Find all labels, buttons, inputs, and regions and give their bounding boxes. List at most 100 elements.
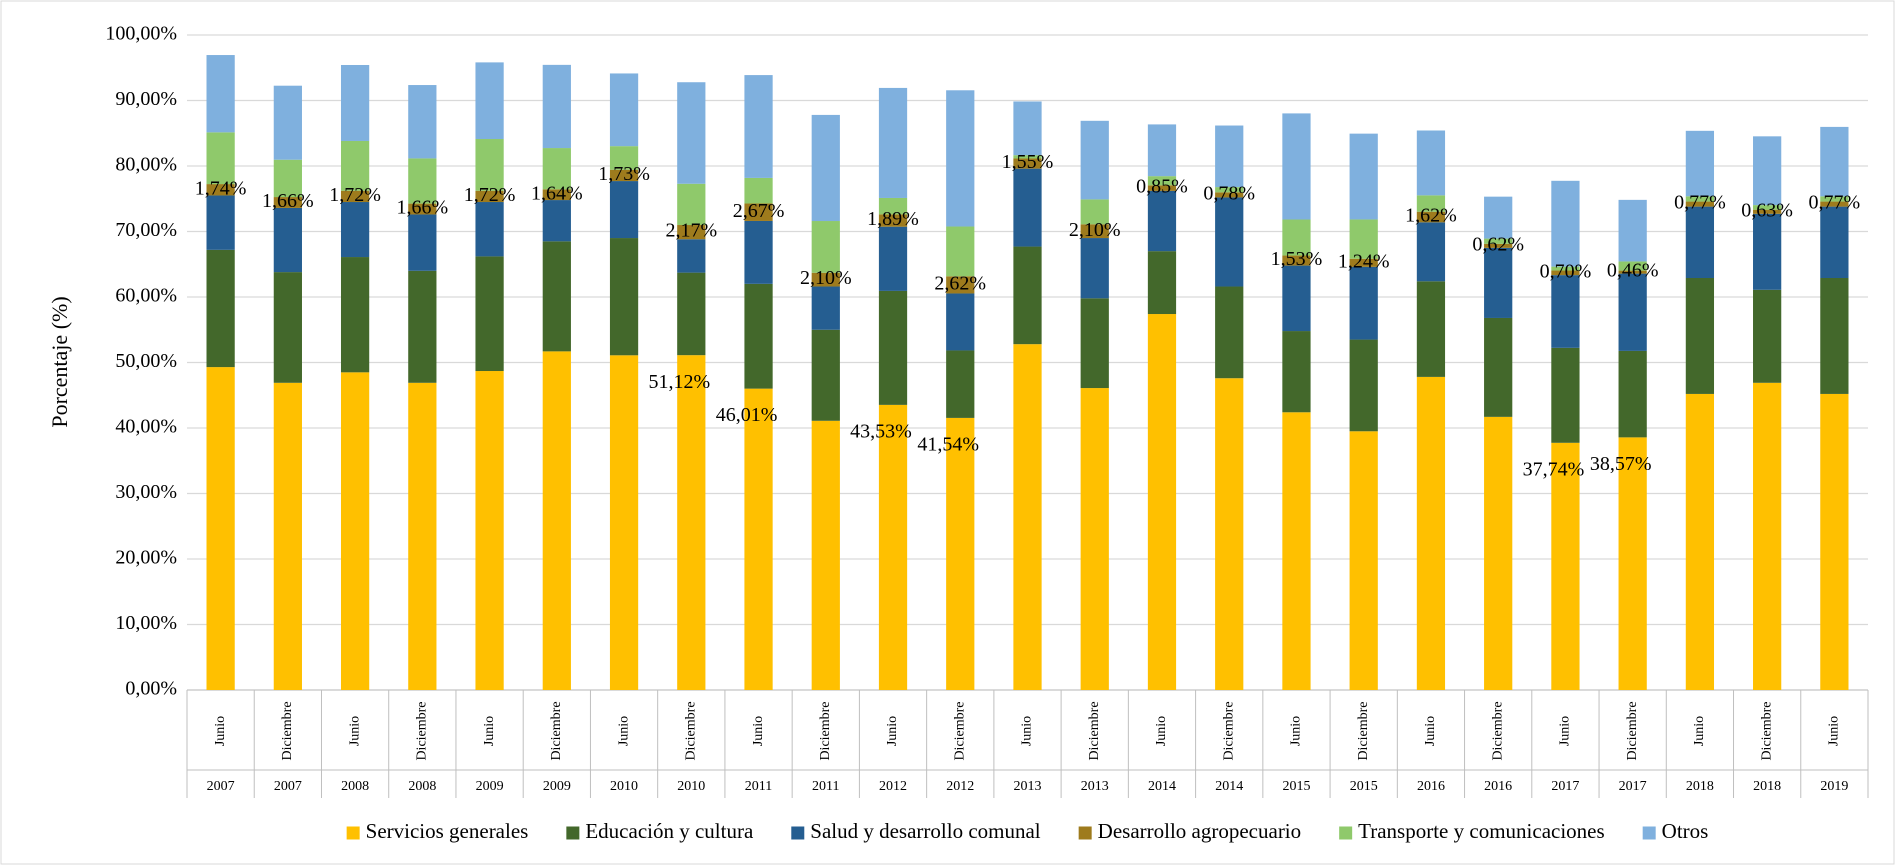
bar-segment [408, 158, 437, 204]
bar-segment [1147, 185, 1177, 191]
bar-segment [1484, 238, 1513, 244]
data-label: 1,66% [397, 197, 449, 219]
bar-segment [1753, 213, 1782, 290]
legend-label: Desarrollo agropecuario [1098, 819, 1302, 843]
data-label: 2,10% [1069, 219, 1121, 241]
bar-segment [206, 184, 235, 196]
bar-segment [340, 202, 370, 258]
bar-segment [878, 87, 908, 198]
bar-segment [677, 239, 706, 273]
x-tick-label: Junio [347, 716, 362, 746]
bar-segment [744, 388, 773, 690]
bar-segment [1416, 376, 1446, 690]
bar-segment [408, 270, 437, 383]
y-tick-label: 90,00% [115, 88, 177, 110]
bar-segment [475, 139, 504, 191]
data-label: 41,54% [917, 434, 979, 456]
bar-segment [946, 90, 975, 227]
bar-segment [1013, 344, 1042, 690]
y-tick-label: 70,00% [115, 219, 177, 241]
x-tick-label: Junio [885, 716, 900, 746]
x-group-label: 2016 [1417, 779, 1445, 794]
x-tick-label: Junio [751, 716, 766, 746]
bar-segment [1349, 219, 1378, 259]
bar-segment [1820, 393, 1849, 690]
bar-segment [1685, 393, 1715, 690]
bar-segment [273, 382, 302, 690]
bar-segment [475, 190, 504, 203]
bar-segment [542, 189, 571, 201]
x-tick-label: Junio [1423, 716, 1438, 746]
bar-segment [946, 276, 975, 294]
y-tick-label: 40,00% [115, 416, 177, 438]
bar-segment [273, 272, 302, 383]
bar-segment [677, 225, 706, 240]
bar-segment [811, 221, 840, 273]
bar-segment [677, 272, 706, 356]
bar-segment [609, 181, 639, 239]
x-group-label: 2013 [1081, 779, 1109, 794]
data-label: 0,62% [1472, 233, 1524, 255]
data-label: 1,64% [531, 182, 583, 204]
data-label: 51,12% [648, 371, 710, 393]
bar-segment [946, 417, 975, 690]
bar-segment [1416, 281, 1446, 377]
bar-segment [206, 367, 235, 690]
data-label: 1,55% [1002, 151, 1054, 173]
bar-segment [1013, 168, 1042, 247]
bar-segment [475, 371, 504, 690]
y-tick-label: 0,00% [125, 678, 177, 700]
bar-segment [1820, 196, 1849, 202]
bar-segment [1618, 350, 1647, 438]
bar-segment [1416, 195, 1446, 212]
bar-segment [1349, 431, 1378, 690]
data-label: 1,62% [1405, 205, 1457, 227]
bar-segment [609, 73, 639, 147]
x-tick-label: Junio [482, 716, 497, 746]
bar-segment [408, 85, 437, 159]
bar-segment [1215, 187, 1244, 193]
bar-segment [1685, 130, 1715, 197]
legend-swatch [1078, 826, 1092, 840]
bar-segment [878, 290, 908, 405]
bar-segment [1618, 199, 1647, 262]
bar-segment [1349, 258, 1378, 267]
y-tick-label: 60,00% [115, 285, 177, 307]
x-group-label: 2009 [476, 779, 504, 794]
bar-segment [1685, 196, 1715, 202]
data-label: 46,01% [716, 404, 778, 426]
y-tick-label: 10,00% [115, 612, 177, 634]
bar-segment [1820, 201, 1849, 207]
x-group-label: 2012 [879, 779, 907, 794]
bar-segment [811, 286, 840, 330]
x-group-label: 2017 [1619, 779, 1647, 794]
bar-segment [1820, 206, 1849, 279]
bar-segment [609, 238, 639, 356]
bar-segment [1618, 437, 1647, 690]
x-tick-label: Diciembre [280, 701, 295, 760]
x-tick-label: Junio [1827, 716, 1842, 746]
legend-label: Transporte y comunicaciones [1358, 819, 1605, 843]
bar-segment [878, 404, 908, 690]
data-label: 1,24% [1338, 250, 1390, 272]
data-label: 0,70% [1540, 260, 1592, 282]
x-group-label: 2013 [1014, 779, 1042, 794]
bar-segment [1820, 278, 1849, 394]
x-group-label: 2008 [341, 779, 369, 794]
bar-segment [609, 355, 639, 690]
bar-segment [1147, 190, 1177, 252]
bar-segment [744, 283, 773, 389]
x-tick-label: Junio [1154, 716, 1169, 746]
bar-segment [1147, 314, 1177, 690]
bar-segment [1215, 192, 1244, 198]
bar-segment [744, 203, 773, 221]
data-label: 37,74% [1523, 458, 1585, 480]
x-group-label: 2017 [1551, 779, 1579, 794]
legend-swatch [566, 826, 580, 840]
bar-segment [1484, 196, 1513, 239]
bar-segment [1618, 270, 1647, 274]
bar-segment [1080, 120, 1109, 200]
bar-segment [744, 75, 773, 178]
bar-segment [1753, 205, 1782, 210]
